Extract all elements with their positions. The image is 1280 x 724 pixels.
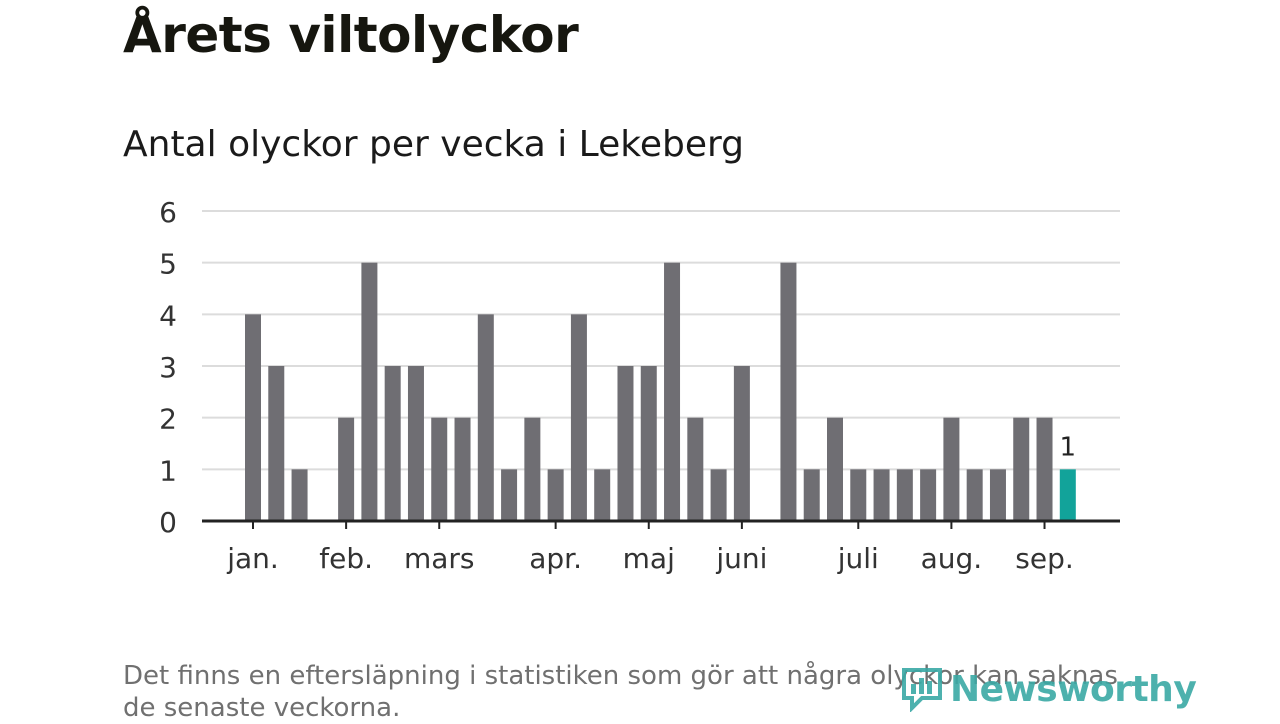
x-tick-label: jan. [226,542,279,575]
x-tick-label: feb. [319,542,373,575]
bar [873,469,890,521]
bar [477,314,494,521]
bar [268,366,285,521]
chart-subtitle: Antal olyckor per vecka i Lekeberg [123,124,744,165]
bar [664,262,681,521]
x-tick-label: aug. [921,542,983,575]
bar [827,417,843,521]
x-tick-label: apr. [529,542,582,575]
bar [570,314,587,521]
y-tick-label: 4 [159,299,177,332]
newsworthy-logo-icon [902,668,942,712]
y-tick-label: 6 [159,196,177,229]
bar [733,366,750,521]
bar [710,469,727,521]
bar [361,262,378,521]
x-tick-label: juli [837,542,879,575]
y-tick-label: 5 [159,248,177,281]
bar [547,469,564,521]
bar [687,417,704,521]
chart-title: Årets viltolyckor [123,6,579,64]
bar [291,469,308,521]
x-tick-label: juni [715,542,767,575]
bar [850,469,867,521]
footnote: Det finns en eftersläpning i statistiken… [123,661,1118,723]
bar [896,469,913,521]
bar [594,469,611,521]
bar [920,469,937,521]
bar [617,366,634,521]
bar [640,366,657,521]
bar [524,417,541,521]
bar-latest-week [1059,469,1076,521]
y-tick-label: 2 [159,403,177,436]
bar [1013,417,1030,521]
bar [431,417,448,521]
bar [780,262,797,521]
bar [384,366,401,521]
newsworthy-logo: Newsworthy [900,666,1197,712]
bar [803,469,820,521]
bar [245,314,261,521]
x-tick-label: sep. [1015,542,1074,575]
y-tick-label: 3 [159,351,177,384]
bar [943,417,960,521]
bar [501,469,518,521]
bar [966,469,983,521]
data-label: 1 [1060,432,1077,462]
x-tick-label: mars [404,542,475,575]
bar [989,469,1006,521]
logo-text: Newsworthy [950,668,1197,710]
y-tick-label: 0 [159,506,177,539]
bar [338,417,355,521]
bar [1036,417,1053,521]
y-tick-label: 1 [159,454,177,487]
bar [407,366,424,521]
x-tick-label: maj [623,542,675,575]
bar [454,417,471,521]
